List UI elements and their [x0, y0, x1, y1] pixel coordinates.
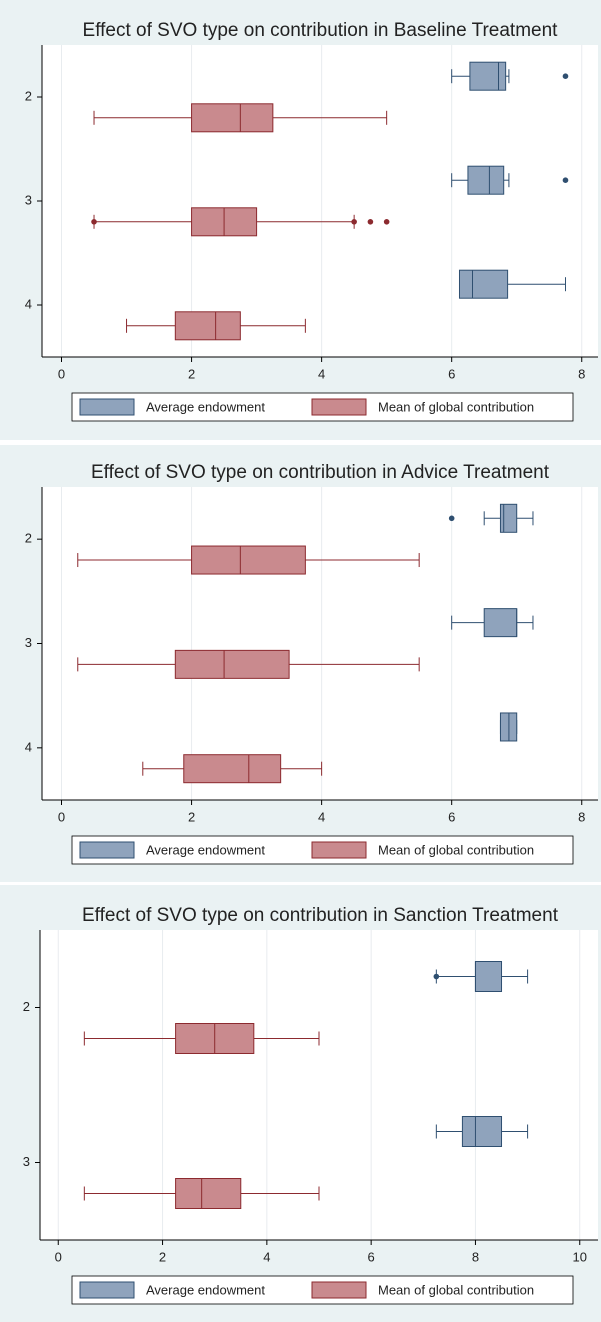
legend-swatch [311, 1281, 367, 1299]
legend-label: Mean of global contribution [378, 1282, 534, 1297]
legend-swatch [311, 398, 367, 416]
chart-title: Effect of SVO type on contribution in Ad… [91, 462, 550, 483]
chart-title: Effect of SVO type on contribution in Sa… [82, 905, 559, 926]
x-tick-label: 2 [159, 1249, 166, 1264]
box [474, 961, 503, 992]
plot-area [42, 45, 598, 357]
box [175, 1178, 242, 1209]
y-tick-label: 4 [25, 739, 32, 754]
box [499, 503, 518, 533]
y-tick-label: 2 [25, 88, 32, 103]
x-tick-label: 4 [318, 809, 325, 824]
legend-swatch [79, 841, 135, 859]
chart-panel: Effect of SVO type on contribution in Ba… [0, 0, 601, 440]
x-tick-label: 4 [263, 1249, 270, 1264]
legend-swatch [311, 841, 367, 859]
outlier [562, 177, 569, 183]
legend-label: Average endowment [146, 1282, 265, 1297]
outlier [448, 515, 455, 522]
legend-label: Mean of global contribution [378, 842, 534, 857]
legend-swatch [79, 1281, 135, 1299]
y-tick-label: 3 [23, 1154, 30, 1169]
y-tick-label: 3 [25, 192, 32, 207]
box [483, 608, 518, 638]
y-tick-label: 3 [25, 635, 32, 650]
box [174, 649, 290, 679]
outlier [433, 973, 440, 980]
legend-swatch [79, 398, 135, 416]
chart-panel: Effect of SVO type on contribution in Ad… [0, 445, 601, 882]
x-tick-label: 6 [448, 366, 455, 381]
x-tick-label: 8 [578, 366, 585, 381]
box [469, 61, 507, 91]
x-tick-label: 10 [573, 1249, 587, 1264]
y-tick-label: 2 [25, 531, 32, 546]
x-tick-label: 4 [318, 366, 325, 381]
x-tick-label: 6 [448, 809, 455, 824]
x-tick-label: 0 [58, 366, 65, 381]
box [191, 103, 274, 133]
box [467, 165, 505, 195]
legend-label: Average endowment [146, 842, 265, 857]
box [174, 311, 241, 341]
box [458, 269, 509, 299]
outlier [562, 73, 569, 79]
x-tick-label: 6 [368, 1249, 375, 1264]
x-tick-label: 0 [58, 809, 65, 824]
x-tick-label: 8 [472, 1249, 479, 1264]
x-tick-label: 2 [188, 809, 195, 824]
chart-title: Effect of SVO type on contribution in Ba… [83, 20, 559, 41]
legend-label: Mean of global contribution [378, 399, 534, 414]
outlier [91, 219, 97, 225]
plot-area [42, 487, 598, 800]
chart-panel: Effect of SVO type on contribution in Sa… [0, 885, 601, 1322]
x-tick-label: 0 [55, 1249, 62, 1264]
y-tick-label: 2 [23, 999, 30, 1014]
x-tick-label: 8 [578, 809, 585, 824]
box [183, 754, 282, 784]
x-tick-label: 2 [188, 366, 195, 381]
box [461, 1116, 503, 1147]
outlier [383, 219, 390, 225]
outlier [351, 219, 357, 225]
y-tick-label: 4 [25, 296, 32, 311]
box [191, 545, 306, 575]
outlier [367, 219, 374, 225]
legend-label: Average endowment [146, 399, 265, 414]
